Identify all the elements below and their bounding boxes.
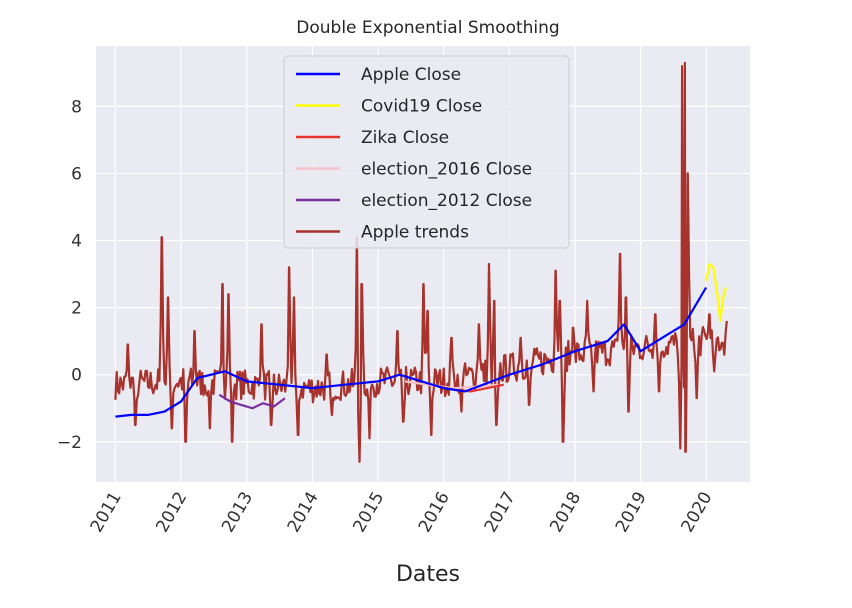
x-tick-label: 2013 <box>218 489 257 536</box>
x-tick-label: 2011 <box>87 489 126 536</box>
x-tick-label: 2012 <box>152 489 191 536</box>
legend-label: election_2016 Close <box>361 160 532 180</box>
x-tick-label: 2018 <box>546 489 585 536</box>
legend-label: election_2012 Close <box>361 191 532 211</box>
x-axis-title: Dates <box>396 562 460 587</box>
series-line <box>404 380 499 390</box>
x-tick-label: 2016 <box>415 489 454 536</box>
chart-title: Double Exponential Smoothing <box>296 18 559 38</box>
y-tick-label: 2 <box>71 299 82 319</box>
legend-label: Covid19 Close <box>361 97 482 117</box>
legend-box <box>283 55 570 249</box>
x-tick-label: 2014 <box>284 489 323 536</box>
y-tick-label: −2 <box>57 433 82 453</box>
x-tick-label: 2019 <box>612 489 651 536</box>
y-tick-label: 8 <box>71 97 82 117</box>
x-axis-ticks: 2011 2012 2013 2014 2015 2016 2017 2018 2019 2020 <box>87 489 717 536</box>
legend: Apple Close Covid19 Close Zika Close electi… <box>283 55 570 249</box>
legend-label: Apple trends <box>361 223 469 243</box>
series-layer <box>114 61 728 463</box>
y-tick-label: 6 <box>71 164 82 184</box>
y-tick-label: 4 <box>71 232 82 252</box>
series-line <box>705 262 727 323</box>
x-tick-label: 2015 <box>349 489 388 536</box>
series-line <box>115 286 708 418</box>
y-axis-ticks: −2 0 2 4 6 8 <box>57 97 82 452</box>
x-tick-label: 2017 <box>481 489 520 536</box>
legend-label: Zika Close <box>361 128 449 148</box>
legend-label: Apple Close <box>361 65 461 85</box>
y-tick-label: 0 <box>71 366 82 386</box>
series-line <box>114 61 728 463</box>
series-line <box>218 393 286 410</box>
x-tick-label: 2020 <box>678 489 717 536</box>
